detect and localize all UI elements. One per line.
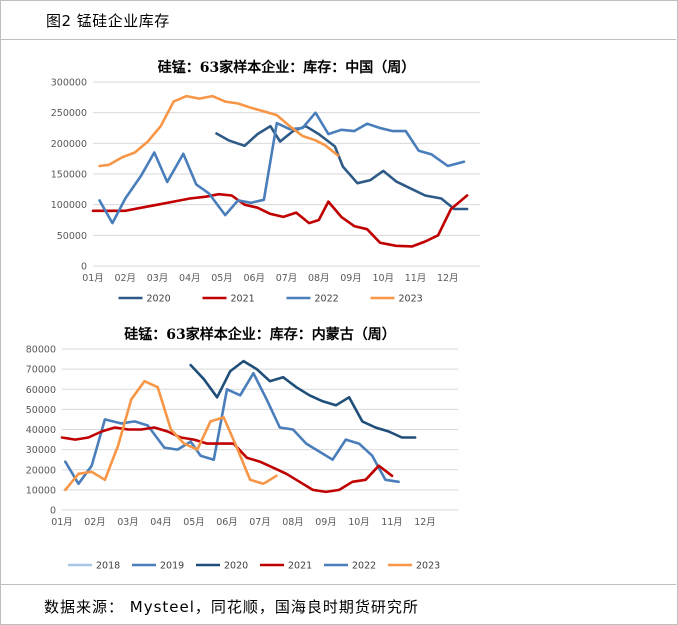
c2-series-line-2021 [60, 426, 394, 494]
c1-legend-label-2020: 2020 [147, 294, 171, 305]
c1-x-tick-label: 07月 [276, 273, 298, 284]
c2-series-line-2020 [189, 359, 417, 439]
c2-y-tick-label: 20000 [26, 465, 56, 476]
c2-x-tick-label: 05月 [183, 517, 205, 528]
data-source: 数据来源： Mysteel，同花顺，国海良时期货研究所 [44, 598, 419, 616]
c1-y-tick-label: 200000 [51, 139, 87, 150]
c2-x-tick-label: 12月 [414, 517, 436, 528]
c2-x-tick-label: 07月 [249, 517, 271, 528]
c2-legend-label-2020: 2020 [224, 561, 248, 572]
c2-legend-label-2022: 2022 [352, 561, 376, 572]
c1-y-tick-label: 300000 [51, 78, 87, 89]
c1-series-line-2020 [215, 124, 469, 211]
c1-y-tick-label: 0 [81, 262, 87, 273]
c2-y-tick-label: 80000 [26, 345, 56, 356]
c2-title: 硅锰：63家样本企业：库存：内蒙古（周） [124, 326, 395, 343]
c1-x-tick-label: 05月 [211, 273, 233, 284]
c1-x-tick-label: 02月 [114, 273, 136, 284]
c1-series-line-2021 [91, 192, 469, 248]
c1-x-tick-label: 12月 [437, 273, 459, 284]
c1-legend-label-2022: 2022 [315, 294, 339, 305]
c1-x-tick-label: 09月 [340, 273, 362, 284]
c2-x-tick-label: 01月 [51, 517, 73, 528]
c1-legend-label-2021: 2021 [231, 294, 255, 305]
c2-x-tick-label: 10月 [348, 517, 370, 528]
c2-x-tick-label: 03月 [117, 517, 139, 528]
figure-header: 图2 锰硅企业库存 [0, 0, 676, 40]
c1-series-line-2023 [98, 94, 340, 168]
c1-y-tick-label: 150000 [51, 170, 87, 181]
c1-x-tick-label: 10月 [372, 273, 394, 284]
c2-legend-label-2019: 2019 [160, 561, 184, 572]
c2-series-line-2023 [64, 379, 278, 492]
c2-legend-label-2021: 2021 [288, 561, 312, 572]
c1-x-tick-label: 06月 [243, 273, 265, 284]
c2-legend-label-2018: 2018 [96, 561, 120, 572]
c1-x-tick-label: 04月 [179, 273, 201, 284]
c1-y-tick-label: 100000 [51, 200, 87, 211]
c2-y-tick-label: 0 [50, 506, 56, 517]
c2-y-tick-label: 40000 [26, 425, 56, 436]
c1-y-tick-label: 250000 [51, 108, 87, 119]
c2-x-tick-label: 04月 [150, 517, 172, 528]
c2-y-tick-label: 10000 [26, 485, 56, 496]
figure-footer: 数据来源： Mysteel，同花顺，国海良时期货研究所 [0, 584, 676, 624]
c1-y-tick-label: 50000 [57, 231, 87, 242]
c1-title: 硅锰：63家样本企业：库存：中国（周） [158, 59, 415, 76]
c1-series-line-2022 [98, 111, 466, 225]
c2-x-tick-label: 11月 [381, 517, 403, 528]
c2-y-tick-label: 50000 [26, 405, 56, 416]
figure-title: 图2 锰硅企业库存 [46, 12, 170, 30]
c2-x-tick-label: 02月 [84, 517, 106, 528]
chart-china-inventory: 硅锰：63家样本企业：库存：中国（周） 0 50000 100000 150000 200… [51, 59, 480, 305]
c2-y-tick-label: 60000 [26, 385, 56, 396]
c1-legend-label-2023: 2023 [399, 294, 423, 305]
chart-inner-mongolia-inventory: 硅锰：63家样本企业：库存：内蒙古（周） 0 10000 20000 30000 4000… [26, 326, 458, 572]
c1-x-tick-label: 08月 [308, 273, 330, 284]
c2-x-tick-label: 09月 [315, 517, 337, 528]
c1-x-tick-label: 03月 [147, 273, 169, 284]
c2-legend-label-2023: 2023 [416, 561, 440, 572]
c2-y-tick-label: 30000 [26, 445, 56, 456]
c2-x-tick-label: 06月 [216, 517, 238, 528]
c2-y-tick-label: 70000 [26, 365, 56, 376]
c1-x-tick-label: 11月 [405, 273, 427, 284]
c1-x-tick-label: 01月 [82, 273, 104, 284]
c2-x-tick-label: 08月 [282, 517, 304, 528]
